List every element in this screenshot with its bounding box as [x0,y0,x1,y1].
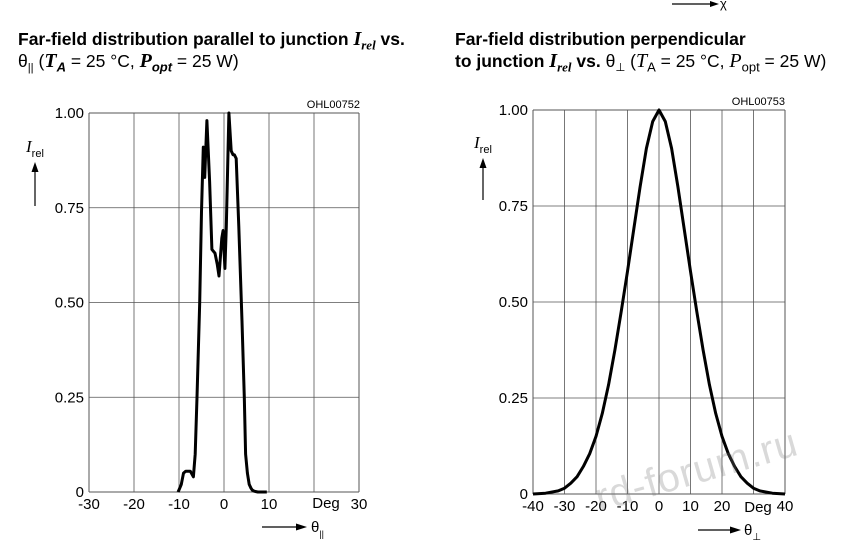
x-tick-label: -30 [78,496,100,513]
title-popt: Popt [139,50,173,75]
x-tick-label: -10 [168,496,190,513]
x-tick-label: -30 [554,498,576,515]
chart-title-parallel: Far-field distribution parallel to junct… [18,28,405,75]
x-tick-label: 10 [261,496,278,513]
y-tick-label: 0.50 [55,295,84,312]
chart-perpendicular: 0 0.25 0.50 0.75 1.00 -40 -30 -20 -10 0 10 20 40 OHL… [473,96,794,543]
chart-panel-perpendicular: Far-field distribution perpendicular to … [440,0,867,559]
y-tick-label: 0.25 [499,390,528,407]
title-ta: TA [44,50,66,75]
x-axis-arrowhead-parallel [296,523,307,531]
x-axis-arrowhead-perpendicular [730,526,741,534]
y-tick-label: 0.75 [499,198,528,215]
series-line-parallel [176,111,267,494]
y-tick-label: 1.00 [55,105,84,122]
title-line1: Far-field distribution parallel to junct… [18,29,349,49]
y-tick-label: 0 [520,486,528,503]
chart-parallel: 0 0.25 0.50 0.75 1.00 -30 -20 -10 0 10 30 OHL00752… [25,99,368,539]
chart-panel-parallel: Far-field distribution parallel to junct… [18,28,405,539]
x-tick-label: -20 [123,496,145,513]
series-line-perpendicular [532,108,786,496]
x-tick-label: 0 [655,498,663,515]
x-axis-unit-parallel: Deg [312,495,340,512]
y-axis-label-parallel: Irel [25,137,44,160]
y-tick-label: 0 [76,484,84,501]
chart-title-perpendicular: Far-field distribution perpendicular to … [455,29,827,75]
title-symbol: Irel [549,50,572,75]
title-line1: Far-field distribution perpendicular [455,29,746,49]
y-axis-arrowhead-perpendicular [479,158,487,168]
title-popt: Popt [729,50,760,75]
x-tick-label: -10 [617,498,639,515]
x-axis-unit-perpendicular: Deg [744,499,772,516]
y-tick-label: 0.25 [55,389,84,406]
title-ta: TA [635,50,656,75]
y-axis-arrowhead-parallel [31,162,39,172]
chart-code-parallel: OHL00752 [307,99,360,111]
x-tick-label: -40 [522,498,544,515]
x-tick-label: 20 [714,498,731,515]
title-theta: θ [18,51,28,71]
x-tick-label: -20 [585,498,607,515]
title-symbol: Irel [353,28,376,53]
y-axis-label-perpendicular: Irel [473,133,492,156]
x-axis-label-perpendicular: θ⊥ [744,522,761,543]
x-tick-label: 40 [777,498,794,515]
y-tick-label: 0.50 [499,294,528,311]
y-tick-label: 0.75 [55,200,84,217]
chart-code-perpendicular: OHL00753 [732,96,785,108]
top-symbol: χ [720,0,727,11]
y-tick-label: 1.00 [499,102,528,119]
x-tick-label: 30 [351,496,368,513]
top-arrow-fragment: χ [672,0,727,11]
x-tick-label: 10 [682,498,699,515]
x-axis-label-parallel: θ|| [311,519,324,539]
x-tick-label: 0 [220,496,228,513]
